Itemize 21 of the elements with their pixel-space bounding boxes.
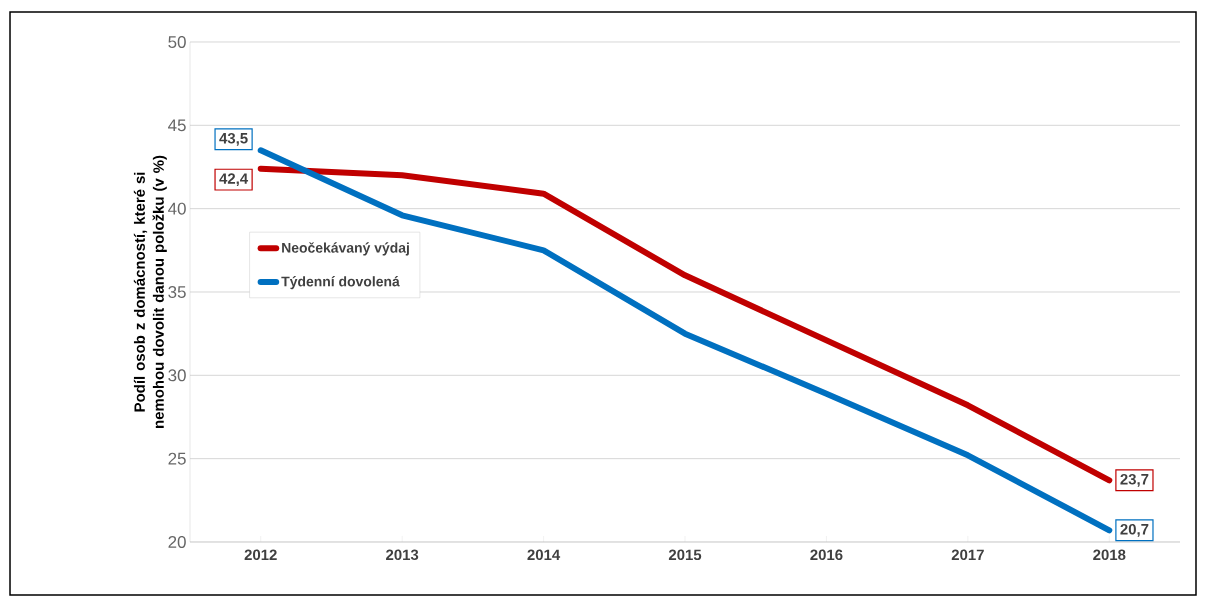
y-tick-label: 25 bbox=[168, 452, 186, 465]
x-tick-label: 2012 bbox=[244, 549, 277, 561]
y-tick-label: 45 bbox=[168, 119, 186, 132]
y-tick-label: 50 bbox=[168, 35, 186, 48]
x-tick-label: 2017 bbox=[951, 549, 984, 561]
x-tick-label: 2018 bbox=[1093, 549, 1126, 561]
y-tick-label: 30 bbox=[168, 369, 186, 382]
y-tick-label: 20 bbox=[168, 535, 186, 548]
legend-label: Týdenní dovolená bbox=[281, 276, 400, 290]
y-tick-label: 35 bbox=[168, 285, 186, 298]
data-label: 20,7 bbox=[1120, 523, 1149, 537]
data-label: 42,4 bbox=[219, 173, 249, 186]
x-tick-label: 2016 bbox=[810, 549, 843, 561]
legend-label: Neočekávaný výdaj bbox=[282, 242, 409, 256]
x-tick-label: 2015 bbox=[668, 549, 702, 561]
y-tick-label: 40 bbox=[168, 202, 186, 215]
data-label: 23,7 bbox=[1120, 473, 1149, 487]
x-tick-label: 2014 bbox=[527, 549, 561, 561]
data-label: 43,5 bbox=[219, 132, 248, 146]
x-tick-label: 2013 bbox=[386, 549, 419, 561]
y-axis-title: Podíl osob z domácností, které si nemohou dovolit danou položku (v %) bbox=[133, 155, 167, 428]
